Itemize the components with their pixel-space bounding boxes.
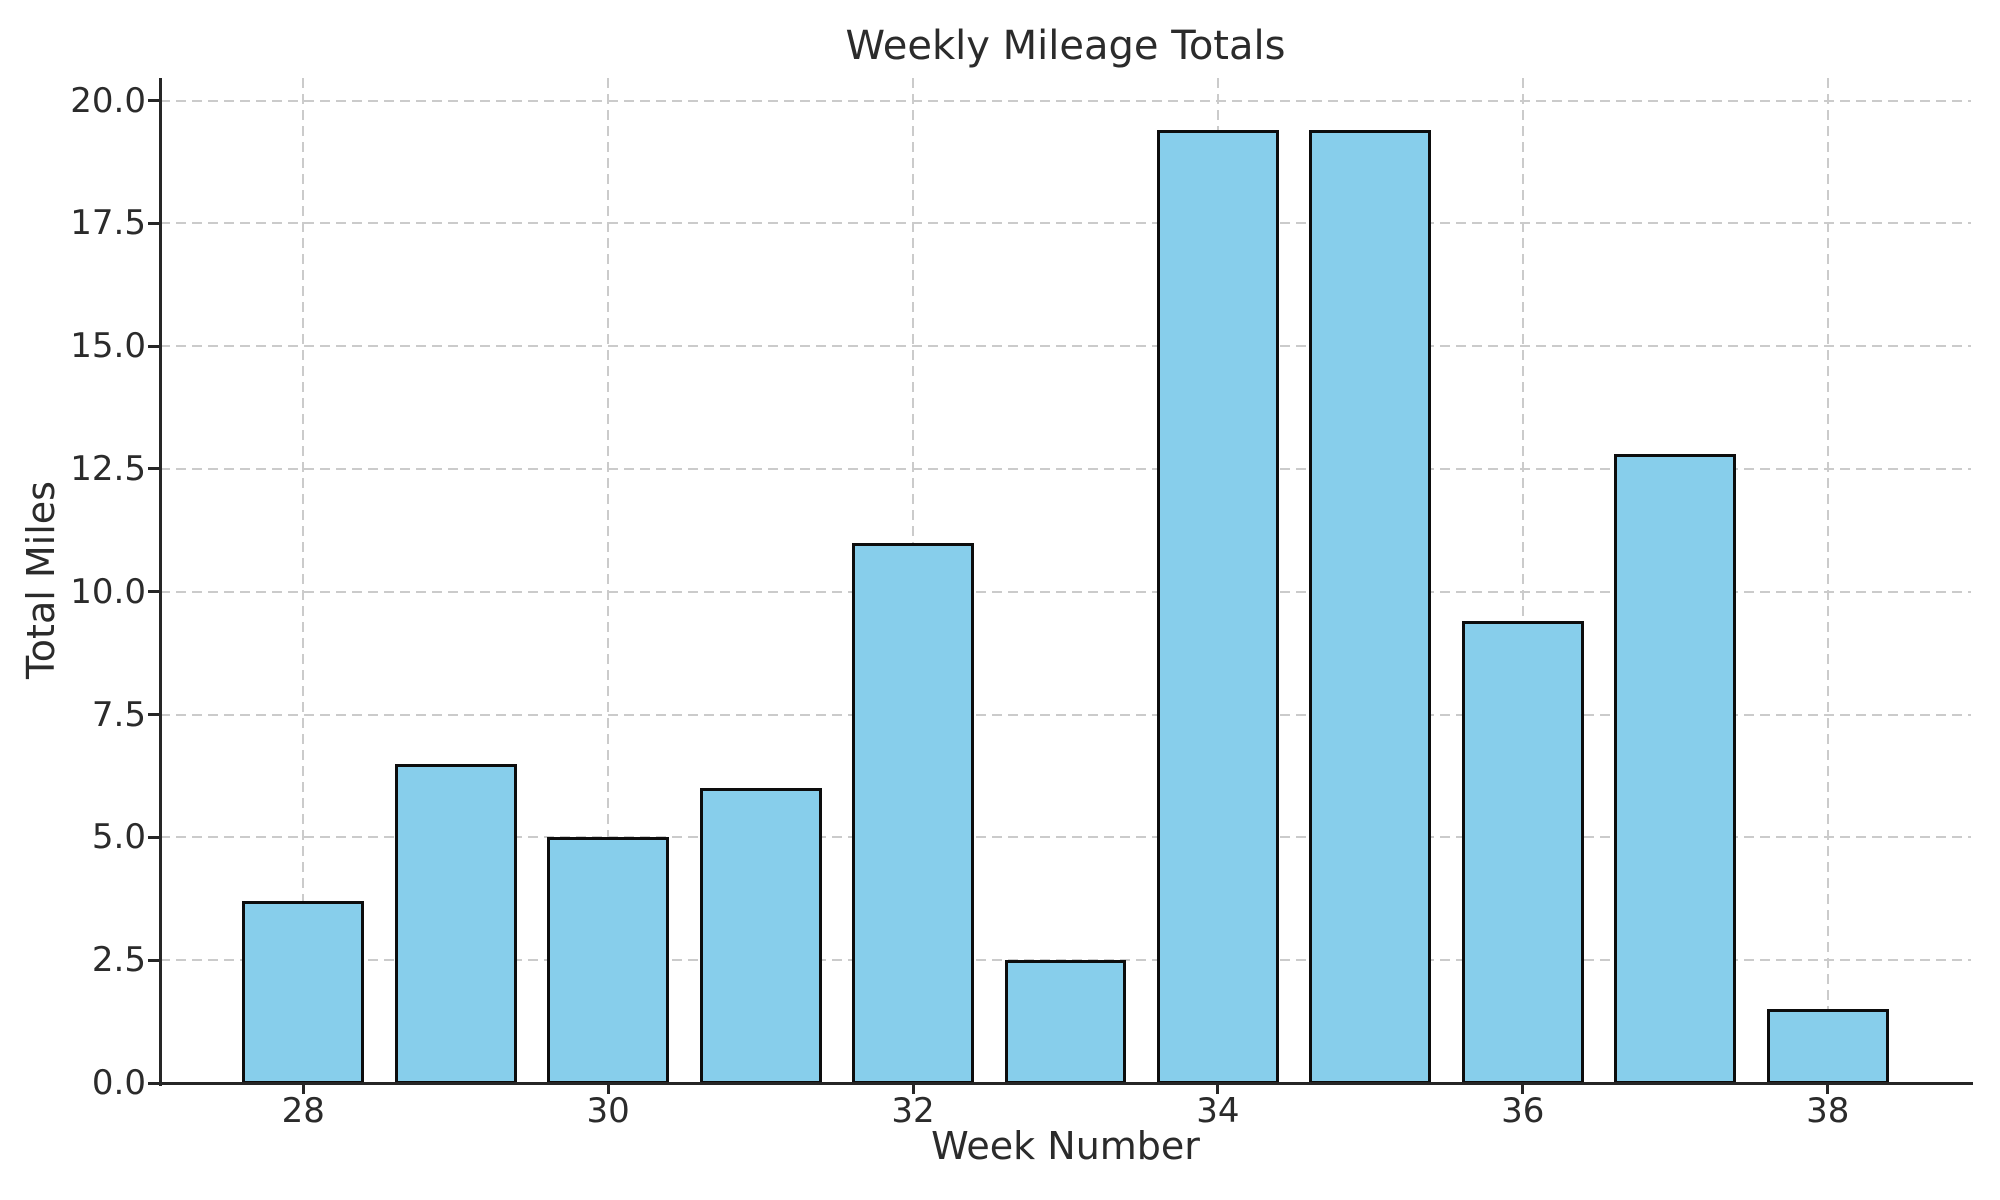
bar-week-37 [1614, 454, 1737, 1084]
y-tick-mark [148, 958, 160, 962]
chart-title: Weekly Mileage Totals [845, 23, 1286, 69]
y-gridline [160, 222, 1971, 225]
x-tick-label: 32 [891, 1091, 935, 1131]
x-tick-mark [301, 1083, 305, 1094]
y-gridline [160, 713, 1971, 716]
x-axis-label: Week Number [931, 1124, 1200, 1168]
bar-week-30 [547, 837, 670, 1084]
bar-week-38 [1766, 1009, 1889, 1084]
x-gridline [607, 78, 610, 1083]
x-gridline [1826, 78, 1829, 1083]
y-tick-label: 12.5 [70, 448, 146, 489]
y-tick-mark [148, 713, 160, 717]
y-axis-spine [158, 78, 162, 1086]
y-gridline [160, 467, 1971, 470]
x-gridline [1521, 78, 1524, 1083]
y-tick-label: 7.5 [91, 694, 146, 735]
x-tick-label: 38 [1806, 1091, 1850, 1131]
bar-week-36 [1461, 621, 1584, 1084]
y-tick-label: 15.0 [70, 326, 146, 367]
y-tick-label: 2.5 [91, 940, 146, 981]
x-axis-spine [158, 1081, 1973, 1085]
x-tick-label: 30 [586, 1091, 630, 1131]
x-tick-label: 28 [281, 1091, 325, 1131]
y-tick-mark [148, 835, 160, 839]
y-gridline [160, 345, 1971, 348]
y-tick-mark [148, 467, 160, 471]
x-tick-label: 36 [1501, 1091, 1545, 1131]
y-tick-mark [148, 221, 160, 225]
bar-week-33 [1004, 960, 1127, 1084]
x-gridline [302, 78, 305, 1083]
bar-week-31 [699, 788, 822, 1084]
y-tick-mark [148, 99, 160, 103]
y-gridline [160, 99, 1971, 102]
y-tick-label: 10.0 [70, 571, 146, 612]
x-tick-mark [606, 1083, 610, 1094]
y-tick-mark [148, 344, 160, 348]
bar-week-29 [394, 763, 517, 1084]
bar-week-32 [852, 542, 975, 1084]
y-tick-label: 5.0 [91, 817, 146, 858]
y-tick-label: 0.0 [91, 1063, 146, 1103]
y-tick-label: 20.0 [70, 80, 146, 121]
x-tick-mark [911, 1083, 915, 1094]
bar-week-28 [242, 901, 365, 1084]
x-tick-mark [1826, 1083, 1830, 1094]
x-tick-label: 34 [1196, 1091, 1240, 1131]
y-tick-mark [148, 590, 160, 594]
bar-week-34 [1156, 130, 1279, 1084]
x-tick-mark [1521, 1083, 1525, 1094]
y-tick-mark [148, 1081, 160, 1085]
y-tick-label: 17.5 [70, 203, 146, 244]
y-gridline [160, 836, 1971, 839]
y-gridline [160, 590, 1971, 593]
bar-week-35 [1309, 130, 1432, 1084]
x-tick-mark [1216, 1083, 1220, 1094]
